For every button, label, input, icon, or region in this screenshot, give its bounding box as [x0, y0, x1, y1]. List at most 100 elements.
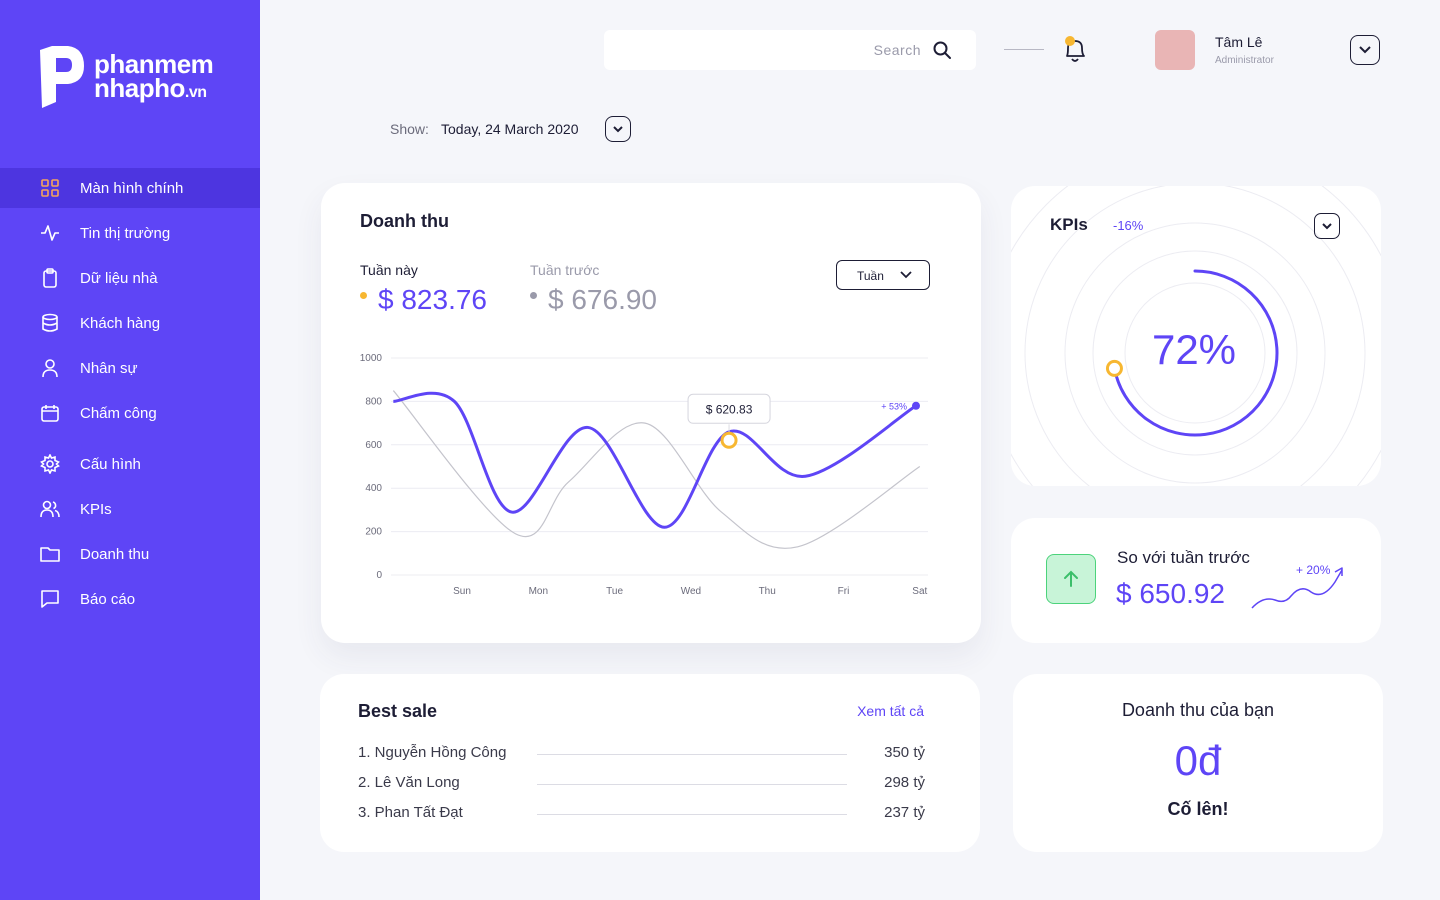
sidebar-item-kpis[interactable]: KPIs	[0, 489, 260, 529]
y-tick-label: 800	[365, 396, 382, 407]
seller-name: 2. Lê Văn Long	[358, 774, 460, 791]
sidebar-item-khach-hang[interactable]: Khách hàng	[0, 303, 260, 343]
period-value: Tuần	[857, 269, 884, 283]
sidebar-item-doanh-thu[interactable]: Doanh thu	[0, 534, 260, 574]
user-role: Administrator	[1215, 55, 1274, 66]
list-item[interactable]: 2. Lê Văn Long 298 tỷ	[358, 774, 925, 794]
date-filter-value[interactable]: Today, 24 March 2020	[441, 121, 579, 137]
x-tick-label: Thu	[759, 586, 776, 597]
highlight-point	[720, 431, 738, 449]
last-week-legend-dot	[530, 292, 537, 299]
series-line-last-week	[392, 390, 921, 549]
kpi-percent: 72%	[1151, 326, 1237, 373]
sidebar-item-cau-hinh[interactable]: Cấu hình	[0, 444, 260, 484]
avatar[interactable]	[1155, 30, 1195, 70]
list-item[interactable]: 3. Phan Tất Đạt 237 tỷ	[358, 804, 925, 824]
kpi-gauge	[1011, 186, 1381, 486]
user-icon	[39, 357, 61, 379]
y-tick-label: 600	[365, 440, 382, 451]
gauge-ring	[1024, 186, 1366, 486]
notification-badge	[1065, 36, 1075, 46]
seller-name: 3. Phan Tất Đạt	[358, 804, 463, 821]
revenue-title: Doanh thu	[360, 211, 449, 231]
sidebar-item-tin-thi-truong[interactable]: Tin thị trường	[0, 213, 260, 253]
sidebar-item-label: Chấm công	[80, 404, 157, 422]
best-sale-card: Best sale Xem tất cả 1. Nguyễn Hồng Công…	[320, 674, 980, 852]
y-tick-label: 200	[365, 527, 382, 538]
sidebar-item-label: Báo cáo	[80, 590, 136, 608]
compare-card: So với tuần trước $ 650.92 + 20%	[1011, 518, 1381, 643]
x-tick-label: Sun	[453, 586, 471, 597]
clipboard-icon	[39, 267, 61, 289]
your-revenue-card: Doanh thu của bạn 0đ Cố lên!	[1013, 674, 1383, 852]
sidebar: phanmem nhapho.vn Màn hình chính Tin thị…	[0, 0, 260, 900]
sidebar-item-label: KPIs	[80, 500, 112, 518]
sidebar-item-cham-cong[interactable]: Chấm công	[0, 393, 260, 433]
logo-suffix: .vn	[184, 84, 207, 101]
user-menu-button[interactable]	[1350, 35, 1380, 65]
list-item[interactable]: 1. Nguyễn Hồng Công 350 tỷ	[358, 744, 925, 764]
kpi-card: KPIs -16% 72%	[1011, 186, 1381, 486]
kpi-delta: -16%	[1113, 218, 1144, 233]
revenue-card: Doanh thu Tuần này Tuần trước $ 823.76 $…	[321, 183, 981, 643]
your-revenue-title: Doanh thu của bạn	[1121, 700, 1275, 720]
date-filter-dropdown[interactable]	[605, 116, 631, 142]
y-tick-label: 0	[376, 570, 382, 581]
seller-value: 237 tỷ	[884, 804, 925, 821]
brand-logo[interactable]: phanmem nhapho.vn	[38, 46, 214, 108]
kpi-dropdown[interactable]	[1314, 213, 1340, 239]
date-filter-label: Show:	[390, 121, 429, 137]
grid-icon	[39, 177, 61, 199]
sidebar-item-nhan-su[interactable]: Nhân sự	[0, 348, 260, 388]
user-name: Tâm Lê	[1215, 34, 1263, 50]
seller-name: 1. Nguyễn Hồng Công	[358, 744, 507, 761]
trend-sparkline	[1251, 567, 1343, 609]
sidebar-item-label: Doanh thu	[80, 545, 150, 563]
sidebar-item-label: Màn hình chính	[80, 179, 184, 197]
best-sale-title: Best sale	[358, 701, 438, 721]
sidebar-item-man-hinh-chinh[interactable]: Màn hình chính	[0, 168, 260, 208]
sidebar-item-du-lieu-nha[interactable]: Dữ liệu nhà	[0, 258, 260, 298]
this-week-label: Tuần này	[360, 262, 418, 278]
x-tick-label: Tue	[606, 586, 623, 597]
period-select[interactable]: Tuần	[836, 260, 930, 290]
row-divider	[537, 784, 847, 785]
logo-line1: phanmem	[94, 49, 214, 80]
series-end-point	[911, 401, 920, 410]
y-tick-label: 1000	[360, 353, 383, 364]
gauge-progress-arc	[1112, 269, 1279, 437]
search-placeholder: Search	[873, 42, 921, 58]
chevron-down-icon	[900, 271, 912, 279]
y-tick-label: 400	[365, 483, 382, 494]
bell-icon[interactable]	[1062, 36, 1088, 64]
gauge-ring	[1064, 222, 1326, 484]
seller-value: 350 tỷ	[884, 744, 925, 761]
tooltip-value: $ 620.83	[706, 402, 753, 416]
x-tick-label: Fri	[838, 586, 850, 597]
message-icon	[39, 588, 61, 610]
view-all-link[interactable]: Xem tất cả	[857, 703, 924, 719]
logo-mark-icon	[40, 46, 84, 108]
your-revenue-value: 0đ	[1174, 737, 1222, 784]
search-icon[interactable]	[932, 40, 952, 60]
series-line-this-week	[393, 391, 917, 529]
search-input[interactable]: Search	[604, 30, 976, 70]
sidebar-item-label: Khách hàng	[80, 314, 161, 332]
sidebar-item-label: Cấu hình	[80, 455, 141, 473]
this-week-legend-dot	[360, 292, 367, 299]
chevron-down-icon	[1322, 223, 1332, 230]
header-divider	[1004, 49, 1044, 50]
gauge-end-point	[1105, 359, 1123, 377]
compare-title: So với tuần trước	[1117, 548, 1250, 567]
sidebar-item-bao-cao[interactable]: Báo cáo	[0, 579, 260, 619]
logo-line2: nhapho	[94, 73, 185, 103]
gear-icon	[39, 453, 61, 475]
calendar-icon	[39, 402, 61, 424]
revenue-line-chart: 0 200 400 600 800 1000 Sun Mon Tue Wed Thu Fri Sat + …	[360, 353, 928, 597]
activity-icon	[39, 222, 61, 244]
gauge-ring	[1092, 250, 1298, 456]
arrow-up-icon	[1046, 554, 1096, 604]
sidebar-item-label: Dữ liệu nhà	[80, 269, 158, 287]
seller-value: 298 tỷ	[884, 774, 925, 791]
compare-growth: + 20%	[1296, 563, 1331, 577]
